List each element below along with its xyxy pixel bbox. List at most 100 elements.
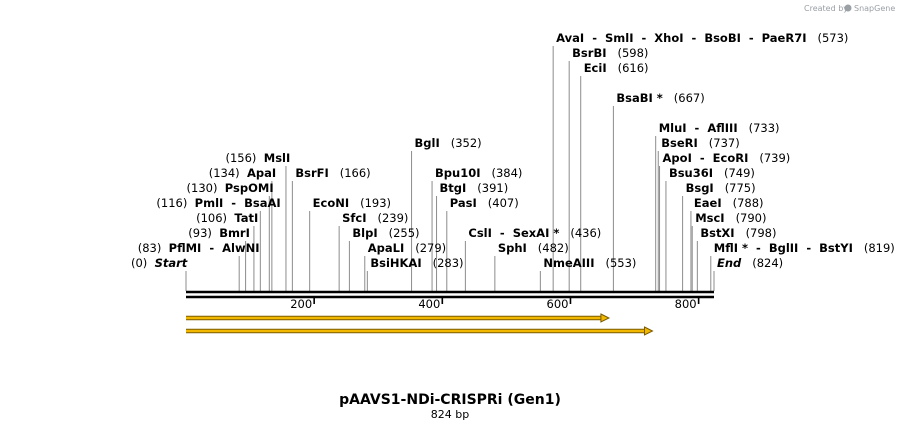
separator <box>477 196 488 210</box>
site-label-msci: MscI (790) <box>695 211 766 225</box>
cut-position: (130) <box>187 181 218 195</box>
enzyme-name: TatI <box>234 211 258 225</box>
cut-position: (737) <box>709 136 740 150</box>
enzyme-name: BsrBI <box>572 46 606 60</box>
separator <box>217 181 224 195</box>
cut-position: (134) <box>209 166 240 180</box>
site-label-bsrbi: BsrBI (598) <box>572 46 648 60</box>
enzyme-name: End <box>717 256 742 270</box>
separator: - <box>687 121 708 135</box>
enzyme-name: MslI <box>264 151 291 165</box>
separator: - <box>201 241 222 255</box>
feature-arrows <box>186 313 654 336</box>
enzyme-name: PaeR7I <box>762 31 807 45</box>
site-label-apai: (134) ApaI <box>209 166 276 180</box>
cut-position: (436) <box>570 226 601 240</box>
separator: - <box>692 151 713 165</box>
separator <box>698 136 709 150</box>
enzyme-name: EaeI <box>694 196 722 210</box>
site-label-mlui: MluI - AflIII (733) <box>659 121 780 135</box>
enzyme-name: MscI <box>695 211 724 225</box>
enzyme-name: BstXI <box>700 226 734 240</box>
separator <box>607 46 618 60</box>
cut-position: (482) <box>538 241 569 255</box>
site-label-mfli: MflI * - BglII - BstYI (819) <box>714 241 895 255</box>
site-label-bmri: (93) BmrI <box>188 226 250 240</box>
watermark-prefix: Created by <box>804 4 848 13</box>
map-length: 824 bp <box>431 408 469 421</box>
separator <box>212 226 219 240</box>
site-label-apali: ApaLI (279) <box>368 241 446 255</box>
separator <box>559 226 570 240</box>
cut-position: (788) <box>733 196 764 210</box>
separator: - <box>748 241 769 255</box>
enzyme-name: SexAI * <box>513 226 560 240</box>
enzyme-name: AflIII <box>707 121 737 135</box>
site-label-start: (0) Start <box>131 256 188 270</box>
cut-position: (790) <box>736 211 767 225</box>
cut-position: (739) <box>759 151 790 165</box>
enzyme-name: BglI <box>415 136 440 150</box>
cut-position: (733) <box>749 121 780 135</box>
cut-position: (573) <box>817 31 848 45</box>
ruler-ticks: 200 400 600 800 <box>290 297 700 311</box>
enzyme-name: SfcI <box>342 211 366 225</box>
cut-position: (106) <box>196 211 227 225</box>
enzyme-name: BsaBI * <box>616 91 662 105</box>
site-label-sphi: SphI (482) <box>498 241 569 255</box>
enzyme-name: MluI <box>659 121 687 135</box>
site-label-sfci: SfcI (239) <box>342 211 408 225</box>
separator: - <box>633 31 654 45</box>
enzyme-name: BlpI <box>352 226 377 240</box>
site-label-ecli: EciI (616) <box>584 61 649 75</box>
cut-position: (156) <box>226 151 257 165</box>
enzyme-name: AvaI <box>556 31 584 45</box>
cut-position: (798) <box>746 226 777 240</box>
separator: - <box>223 196 244 210</box>
enzyme-name: CslI <box>468 226 492 240</box>
enzyme-name: BstYI <box>819 241 853 255</box>
cut-position: (824) <box>752 256 783 270</box>
separator <box>748 151 759 165</box>
separator <box>595 256 606 270</box>
separator: - <box>798 241 819 255</box>
site-label-bsabi: BsaBI * (667) <box>616 91 704 105</box>
cut-position: (598) <box>617 46 648 60</box>
separator <box>527 241 538 255</box>
enzyme-name: PmlI <box>195 196 224 210</box>
cut-position: (255) <box>389 226 420 240</box>
enzyme-name: ApaI <box>247 166 276 180</box>
enzyme-name: BsgI <box>686 181 714 195</box>
enzyme-name: EcoNI <box>313 196 349 210</box>
enzyme-name: BsiHKAI <box>370 256 421 270</box>
site-label-econi: EcoNI (193) <box>313 196 391 210</box>
separator <box>161 241 168 255</box>
separator <box>329 166 340 180</box>
separator: - <box>584 31 605 45</box>
cut-position: (352) <box>451 136 482 150</box>
cut-site-lines <box>185 46 715 291</box>
separator: - <box>492 226 513 240</box>
separator <box>735 226 746 240</box>
separator <box>722 196 733 210</box>
cut-position: (83) <box>138 241 162 255</box>
cut-position: (775) <box>725 181 756 195</box>
feature-arrow-1 <box>186 313 611 323</box>
separator <box>481 166 492 180</box>
enzyme-name: BsaAI <box>244 196 281 210</box>
site-label-bsihkai: BsiHKAI (283) <box>370 256 463 270</box>
site-label-pflmi: (83) PflMI - AlwNI <box>138 241 260 255</box>
separator <box>404 241 415 255</box>
separator <box>240 166 247 180</box>
site-label-csli: CslI - SexAI * (436) <box>468 226 601 240</box>
site-label-bsrfi: BsrFI (166) <box>295 166 370 180</box>
watermark-brand: SnapGene <box>854 4 895 13</box>
map-title: pAAVS1-NDi-CRISPRi (Gen1) <box>339 392 561 408</box>
site-label-nmeaiii: NmeAIII (553) <box>543 256 636 270</box>
separator <box>466 181 477 195</box>
cut-position: (239) <box>378 211 409 225</box>
cut-position: (553) <box>605 256 636 270</box>
separator <box>741 256 752 270</box>
enzyme-name: ApaLI <box>368 241 405 255</box>
